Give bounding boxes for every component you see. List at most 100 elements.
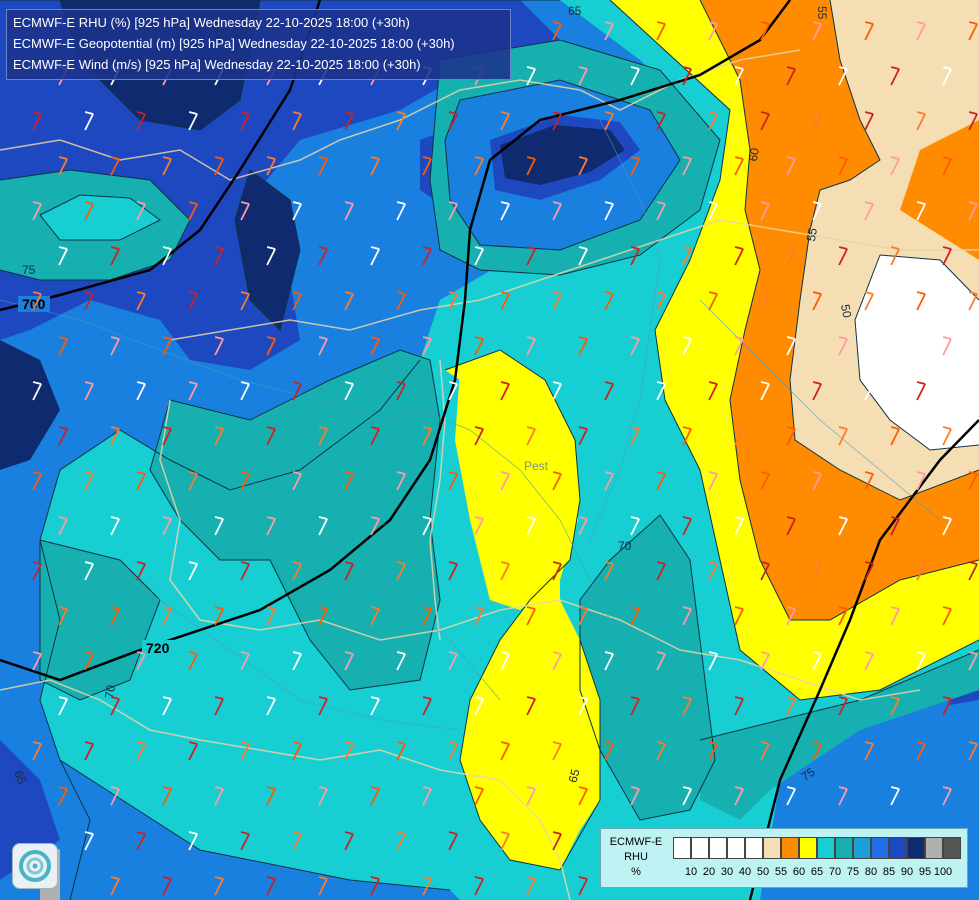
wind-barb (552, 21, 562, 41)
legend-title-line: ECMWF-E (609, 836, 663, 848)
wind-barb (968, 741, 978, 761)
wind-barb (708, 291, 718, 311)
wind-barb (84, 471, 94, 491)
wind-barb (448, 201, 458, 221)
wind-barb (682, 66, 692, 86)
wind-barb (188, 651, 198, 671)
wind-barb (370, 876, 380, 896)
wind-barb (266, 516, 276, 536)
wind-barb (838, 246, 848, 266)
wind-barb (214, 336, 224, 356)
wind-barb (32, 471, 42, 491)
legend-tick-label: 30 (720, 866, 734, 878)
wind-barb (422, 426, 432, 446)
wind-barb (58, 336, 68, 356)
wind-barb (760, 21, 770, 41)
wind-barb (266, 156, 276, 176)
wind-barb (968, 381, 978, 401)
wind-barb (448, 111, 458, 131)
wind-barb (708, 651, 718, 671)
wind-barb (708, 471, 718, 491)
wind-barb (760, 201, 770, 221)
legend-tick-label: 55 (774, 866, 788, 878)
wind-barb (630, 66, 640, 86)
wind-barb (136, 381, 146, 401)
wind-barb (682, 696, 692, 716)
wind-barb (812, 21, 822, 41)
wind-barb (110, 876, 120, 896)
wind-barb (552, 381, 562, 401)
wind-barb (656, 381, 666, 401)
wind-barb (344, 561, 354, 581)
wind-barb (448, 471, 458, 491)
wind-barb (604, 111, 614, 131)
wind-barb (864, 561, 874, 581)
rhu-90-region-n (500, 125, 625, 185)
wind-barb (110, 516, 120, 536)
wind-barb (942, 606, 952, 626)
wind-barb (58, 426, 68, 446)
wind-barb (708, 21, 718, 41)
wind-barb (162, 246, 172, 266)
wind-barb (266, 246, 276, 266)
wind-barb (890, 696, 900, 716)
wind-barb (578, 66, 588, 86)
wind-barb (396, 381, 406, 401)
rhu-label: 55 (815, 6, 829, 20)
wind-barb (578, 156, 588, 176)
wind-barb (942, 66, 952, 86)
wind-barb (682, 426, 692, 446)
wind-barb (474, 696, 484, 716)
wind-barb (240, 651, 250, 671)
wind-barb (838, 336, 848, 356)
wind-barb (734, 66, 744, 86)
wind-barb (578, 426, 588, 446)
geopotential-label-700: 700 (22, 296, 46, 312)
ecmwf-logo-icon (12, 843, 58, 889)
wind-barb (656, 651, 666, 671)
wind-barb (604, 741, 614, 761)
wind-barb (916, 111, 926, 131)
legend-tick-label: 100 (933, 866, 953, 878)
wind-barb (812, 381, 822, 401)
wind-barb (526, 606, 536, 626)
wind-barb (266, 606, 276, 626)
wind-barb (422, 246, 432, 266)
wind-barb (240, 111, 250, 131)
wind-barb (32, 111, 42, 131)
wind-barb (864, 21, 874, 41)
wind-barb (396, 111, 406, 131)
legend-swatch (673, 837, 691, 859)
wind-barb (760, 111, 770, 131)
wind-barb (604, 201, 614, 221)
wind-barb (968, 651, 978, 671)
wind-barb (526, 696, 536, 716)
wind-barb (682, 606, 692, 626)
wind-barb (526, 66, 536, 86)
wind-barb (500, 741, 510, 761)
wind-barb (84, 111, 94, 131)
wind-barb (786, 696, 796, 716)
wind-barb (188, 201, 198, 221)
wind-barb (240, 471, 250, 491)
wind-barb (838, 606, 848, 626)
wind-barb (136, 291, 146, 311)
rhu-label: 50 (838, 303, 854, 319)
wind-barb (760, 651, 770, 671)
wind-barb (162, 426, 172, 446)
wind-barb (578, 516, 588, 536)
wind-barb (708, 111, 718, 131)
wind-barb (344, 381, 354, 401)
wind-barb (682, 516, 692, 536)
wind-barb (500, 651, 510, 671)
wind-barb (58, 696, 68, 716)
wind-barb (136, 111, 146, 131)
wind-barb (370, 516, 380, 536)
legend-tick-label: 75 (846, 866, 860, 878)
title-geopotential: ECMWF-E Geopotential (m) [925 hPa] Wedne… (13, 36, 455, 51)
wind-barb (630, 156, 640, 176)
wind-barb (214, 696, 224, 716)
wind-barbs (32, 21, 978, 896)
wind-barb (682, 336, 692, 356)
